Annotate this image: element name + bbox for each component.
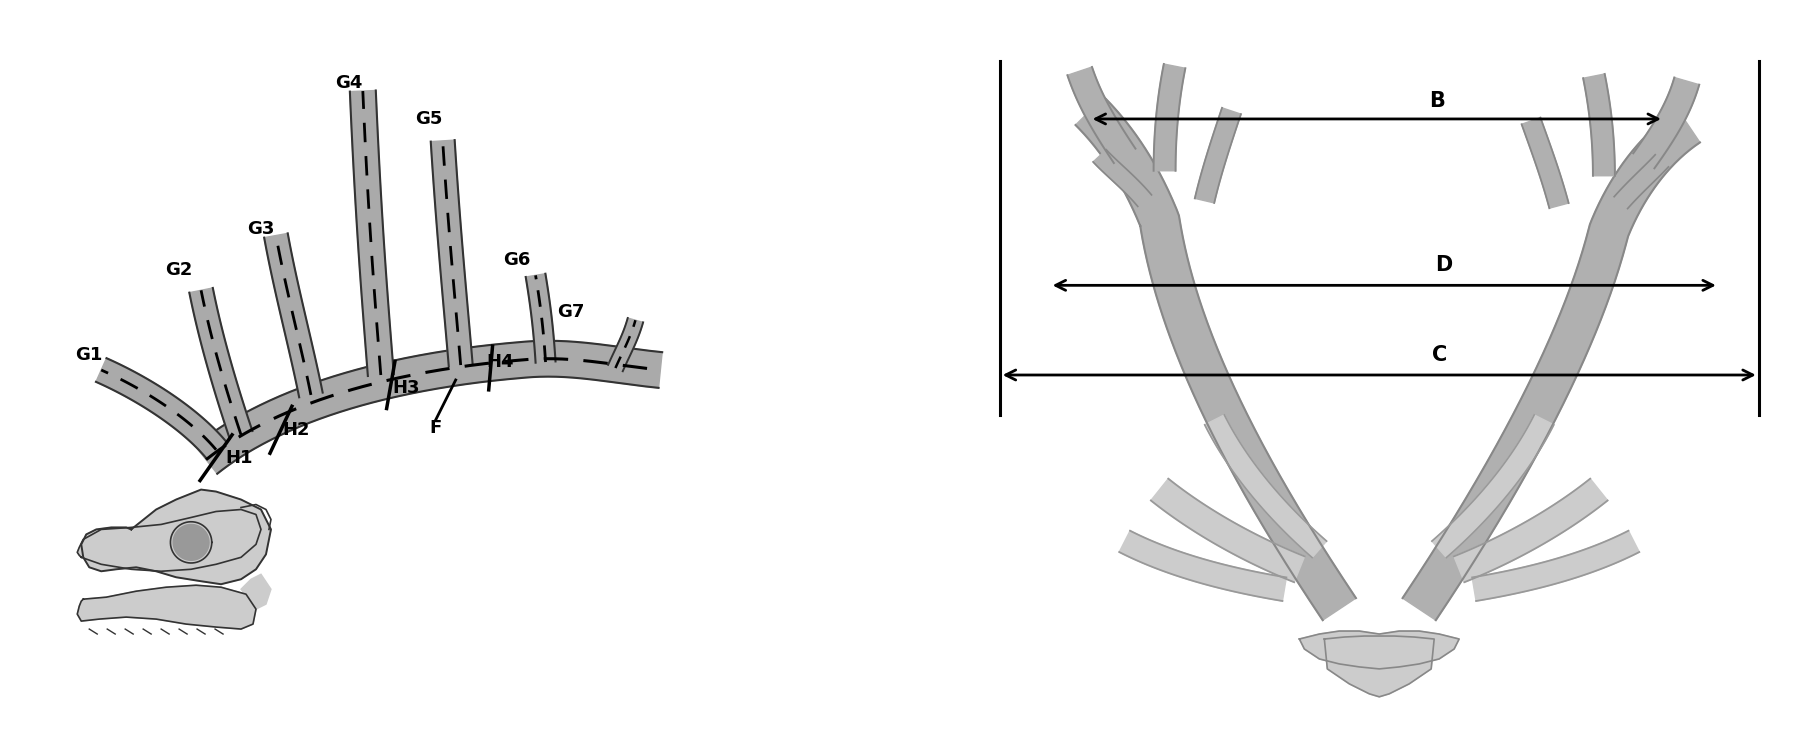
Text: C: C xyxy=(1431,345,1447,365)
Text: D: D xyxy=(1436,256,1453,275)
Polygon shape xyxy=(1067,67,1136,163)
Polygon shape xyxy=(1615,154,1669,209)
Polygon shape xyxy=(1325,636,1435,697)
Polygon shape xyxy=(1076,97,1355,620)
Text: H3: H3 xyxy=(392,379,419,397)
Polygon shape xyxy=(1093,150,1152,206)
Text: H4: H4 xyxy=(486,353,515,371)
Text: G1: G1 xyxy=(76,346,103,364)
Text: G5: G5 xyxy=(416,110,443,128)
Polygon shape xyxy=(608,318,643,371)
Text: G2: G2 xyxy=(166,262,193,280)
Polygon shape xyxy=(1472,531,1640,601)
Polygon shape xyxy=(1521,118,1568,208)
Polygon shape xyxy=(1633,77,1699,168)
Text: F: F xyxy=(430,419,441,436)
Polygon shape xyxy=(1402,110,1699,620)
Polygon shape xyxy=(77,509,261,572)
Polygon shape xyxy=(1150,478,1305,582)
Polygon shape xyxy=(173,524,209,560)
Polygon shape xyxy=(1195,108,1240,203)
Polygon shape xyxy=(526,274,556,363)
Text: G3: G3 xyxy=(247,220,275,238)
Polygon shape xyxy=(241,574,272,609)
Text: B: B xyxy=(1429,91,1445,111)
Polygon shape xyxy=(1300,631,1460,669)
Polygon shape xyxy=(1433,415,1553,557)
Polygon shape xyxy=(1204,415,1327,557)
Polygon shape xyxy=(1154,64,1186,171)
Polygon shape xyxy=(1120,531,1287,601)
Text: G4: G4 xyxy=(335,74,362,92)
Polygon shape xyxy=(189,288,252,439)
Text: G6: G6 xyxy=(502,251,531,269)
Text: G7: G7 xyxy=(556,303,585,321)
Polygon shape xyxy=(77,585,256,629)
Polygon shape xyxy=(1584,74,1615,176)
Polygon shape xyxy=(265,233,322,398)
Polygon shape xyxy=(95,358,227,458)
Polygon shape xyxy=(430,140,473,366)
Text: H2: H2 xyxy=(283,421,310,439)
Text: H1: H1 xyxy=(225,448,252,466)
Polygon shape xyxy=(349,91,394,376)
Polygon shape xyxy=(81,490,272,584)
Polygon shape xyxy=(194,340,662,474)
Polygon shape xyxy=(1454,478,1607,582)
